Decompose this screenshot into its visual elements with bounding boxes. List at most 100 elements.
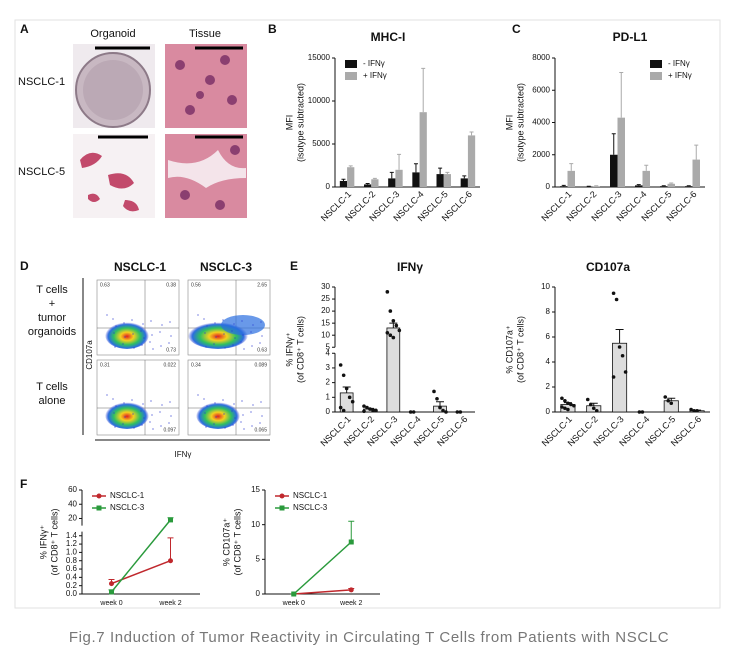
- flow-event: [242, 414, 244, 416]
- error-bar: [669, 182, 674, 184]
- flow-event: [168, 342, 170, 344]
- data-point: [572, 403, 576, 408]
- data-point: [388, 309, 393, 313]
- legend-swatch: [345, 72, 357, 80]
- flow-event: [159, 331, 161, 333]
- data-point: [397, 328, 402, 333]
- bar: [386, 327, 401, 413]
- marker: [348, 539, 354, 545]
- row-label-line: +: [49, 298, 55, 310]
- data-point: [637, 410, 642, 414]
- data-point: [435, 396, 439, 401]
- legend-swatch: [279, 505, 285, 511]
- y-tick-label: 1.2: [66, 539, 78, 548]
- quadrant-value: 2.65: [257, 282, 267, 288]
- marker: [348, 587, 354, 593]
- quadrant-value: 0.089: [254, 362, 267, 368]
- y-tick-label: 8000: [532, 53, 550, 62]
- data-point: [623, 370, 628, 374]
- bar: [371, 179, 379, 187]
- error-bar: [348, 165, 353, 168]
- error-bar: [341, 178, 346, 181]
- y-tick-label: 0: [546, 407, 551, 416]
- y-tick-label: 10: [321, 330, 330, 339]
- legend-swatch: [96, 493, 102, 499]
- y-tick-label: 10: [541, 282, 550, 291]
- y-tick-label: 15: [321, 318, 330, 327]
- y-tick-label: 10: [251, 520, 260, 529]
- legend-swatch: [650, 72, 662, 80]
- panel-letter: C: [512, 22, 521, 36]
- micrograph: [165, 134, 247, 218]
- y-tick-label: 0: [326, 182, 331, 191]
- y-tick-label: 15: [251, 485, 260, 494]
- micrograph: [73, 44, 155, 128]
- flow-event: [203, 318, 205, 320]
- flow-event: [223, 333, 225, 335]
- flow-event: [215, 416, 217, 418]
- line: [293, 589, 352, 595]
- flow-event: [259, 342, 261, 344]
- chart-title: CD107a: [586, 260, 630, 274]
- flow-event: [152, 428, 154, 430]
- error-bar: [667, 397, 676, 401]
- flow-event: [213, 343, 215, 345]
- quadrant-value: 0.56: [191, 282, 201, 288]
- flow-event: [141, 424, 143, 426]
- flow-event: [205, 426, 207, 428]
- bar: [667, 183, 675, 187]
- data-point: [563, 398, 567, 403]
- bar: [419, 112, 427, 187]
- flow-event: [261, 335, 263, 337]
- data-point: [620, 353, 625, 358]
- y-tick-label: 1.4: [66, 531, 78, 540]
- flow-event: [123, 322, 125, 324]
- y-tick-label: 0.2: [66, 581, 78, 590]
- error-bar: [611, 133, 616, 155]
- y-tick-label: 0: [546, 182, 551, 191]
- flow-event: [242, 334, 244, 336]
- bar: [388, 178, 396, 187]
- data-point: [560, 405, 564, 409]
- row-label-line: alone: [39, 395, 66, 407]
- quadrant-value: 0.097: [163, 427, 176, 433]
- y-tick-label: 0.8: [66, 556, 78, 565]
- flow-event: [231, 410, 233, 412]
- data-point: [455, 410, 460, 414]
- quadrant-value: 0.63: [257, 347, 267, 353]
- bar: [395, 169, 403, 187]
- bar: [436, 174, 444, 187]
- quadrant-value: 0.022: [163, 362, 176, 368]
- flow-event: [142, 403, 144, 405]
- y-tick-label: 0: [256, 589, 261, 598]
- y-axis-label: % CD107a⁺: [221, 518, 231, 567]
- data-point: [588, 402, 593, 407]
- column-label: NSCLC-1: [114, 260, 166, 274]
- legend-label: - IFNγ: [363, 59, 385, 68]
- x-tick-label: week 2: [158, 600, 181, 607]
- flow-event: [133, 427, 135, 429]
- data-point: [569, 402, 573, 407]
- caption: Fig.7 Induction of Tumor Reactivity in C…: [69, 629, 669, 646]
- flow-event: [114, 346, 116, 348]
- bar: [467, 135, 476, 187]
- error-bar: [167, 537, 174, 561]
- error-bar: [436, 401, 444, 407]
- flow-event: [232, 424, 234, 426]
- error-bar: [389, 322, 398, 328]
- flow-density: [105, 321, 149, 349]
- y-tick-label: 1.0: [66, 548, 78, 557]
- flow-event: [151, 414, 153, 416]
- flow-event: [243, 428, 245, 430]
- flow-event: [214, 402, 216, 404]
- flow-event: [260, 401, 262, 403]
- error-bar: [469, 131, 474, 136]
- row-label-line: organoids: [28, 326, 77, 338]
- bar: [443, 174, 451, 187]
- bar: [560, 186, 568, 187]
- data-point: [338, 363, 343, 367]
- y-tick-label: 4: [546, 357, 551, 366]
- panel-letter: F: [20, 477, 27, 491]
- x-tick-label: week 0: [99, 600, 122, 607]
- data-point: [350, 399, 355, 404]
